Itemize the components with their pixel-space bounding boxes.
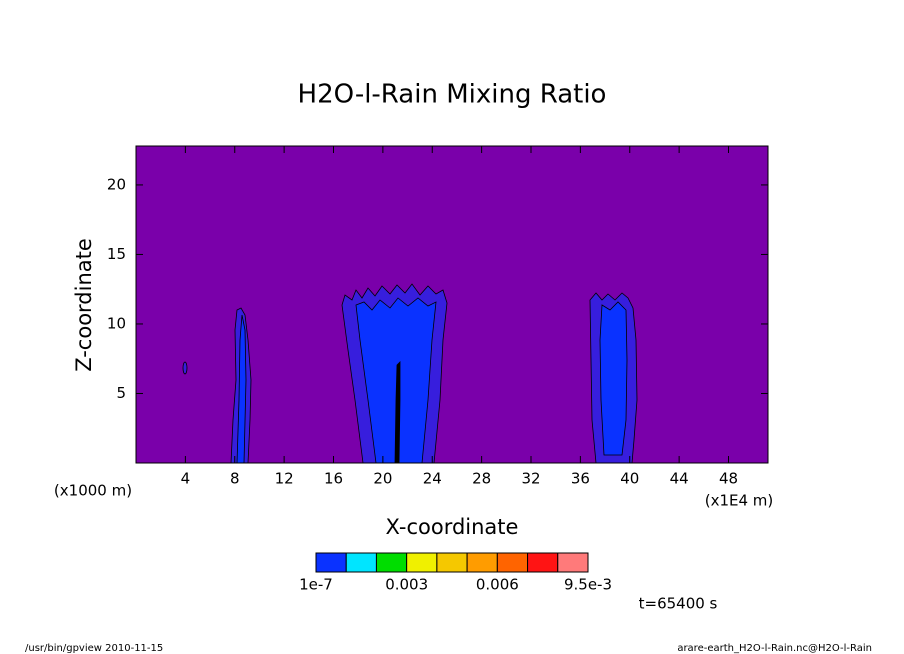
colorbar-box bbox=[315, 552, 347, 573]
colorbar-box bbox=[557, 552, 589, 573]
plot-background bbox=[136, 146, 768, 463]
x-unit-left: (x1000 m) bbox=[54, 482, 132, 500]
x-tick-label: 28 bbox=[472, 470, 491, 488]
time-annotation: t=65400 s bbox=[639, 595, 718, 613]
x-tick-label: 16 bbox=[324, 470, 343, 488]
y-axis-title: Z-coordinate bbox=[72, 238, 96, 372]
colorbar-box bbox=[527, 552, 559, 573]
colorbar-label: 0.003 bbox=[385, 576, 428, 594]
footer-right: arare-earth_H2O-l-Rain.nc@H2O-l-Rain bbox=[677, 643, 872, 654]
x-tick-label: 8 bbox=[230, 470, 240, 488]
x-axis-title: X-coordinate bbox=[386, 515, 519, 539]
colorbar-label: 9.5e-3 bbox=[564, 576, 612, 594]
colorbar-box bbox=[496, 552, 529, 573]
chart-title: H2O-l-Rain Mixing Ratio bbox=[298, 80, 607, 110]
colorbar-box bbox=[345, 552, 377, 573]
y-tick-label: 10 bbox=[107, 314, 126, 332]
footer-left: /usr/bin/gpview 2010-11-15 bbox=[25, 643, 163, 654]
plot-frame bbox=[135, 145, 769, 464]
x-tick-label: 44 bbox=[670, 470, 689, 488]
colorbar-box bbox=[375, 552, 408, 573]
x-tick-label: 12 bbox=[275, 470, 294, 488]
colorbar-box bbox=[466, 552, 498, 573]
contour-region bbox=[599, 301, 628, 456]
contour-region bbox=[236, 314, 247, 464]
y-tick-label: 15 bbox=[107, 245, 126, 263]
x-tick-label: 20 bbox=[373, 470, 392, 488]
y-tick-label: 5 bbox=[116, 384, 126, 402]
x-tick-label: 32 bbox=[521, 470, 540, 488]
colorbar-label: 1e-7 bbox=[299, 576, 333, 594]
x-tick-label: 24 bbox=[423, 470, 442, 488]
x-tick-label: 36 bbox=[571, 470, 590, 488]
x-tick-label: 4 bbox=[181, 470, 191, 488]
x-tick-label: 40 bbox=[620, 470, 639, 488]
colorbar-label: 0.006 bbox=[476, 576, 519, 594]
x-unit-right: (x1E4 m) bbox=[705, 492, 774, 510]
colorbar-box bbox=[406, 552, 438, 573]
contour-region bbox=[355, 297, 437, 464]
x-tick-label: 48 bbox=[719, 470, 738, 488]
colorbar-box bbox=[436, 552, 468, 573]
contour-region bbox=[182, 361, 188, 375]
y-tick-label: 20 bbox=[107, 175, 126, 193]
